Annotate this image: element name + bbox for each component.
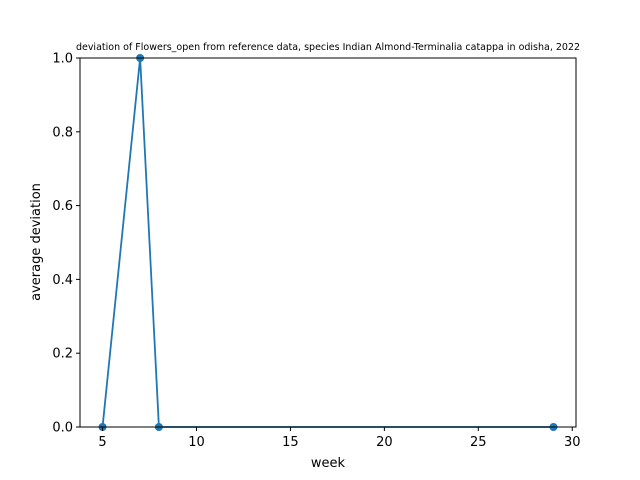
y-tick-label: 0.0 xyxy=(52,421,73,436)
x-axis-label: week xyxy=(311,456,346,471)
y-tick-label: 0.8 xyxy=(52,125,73,140)
plot-frame xyxy=(79,57,577,428)
x-tick-label: 15 xyxy=(282,435,299,450)
y-axis-label: average deviation xyxy=(29,183,44,301)
y-axis: 0.0 0.2 0.4 0.6 0.8 1.0 xyxy=(52,52,80,436)
y-tick-label: 1.0 xyxy=(52,52,73,67)
x-tick-label: 30 xyxy=(564,435,581,450)
plot-area xyxy=(98,54,558,431)
y-tick-label: 0.4 xyxy=(52,273,73,288)
y-tick-label: 0.2 xyxy=(52,347,73,362)
x-axis: 5 10 15 20 25 30 xyxy=(98,427,581,450)
x-tick-label: 20 xyxy=(376,435,393,450)
y-tick-label: 0.6 xyxy=(52,199,73,214)
chart-title: deviation of Flowers_open from reference… xyxy=(76,42,580,53)
x-tick-label: 25 xyxy=(470,435,487,450)
x-tick-label: 5 xyxy=(98,435,106,450)
x-tick-label: 10 xyxy=(188,435,205,450)
series-line xyxy=(101,57,554,428)
